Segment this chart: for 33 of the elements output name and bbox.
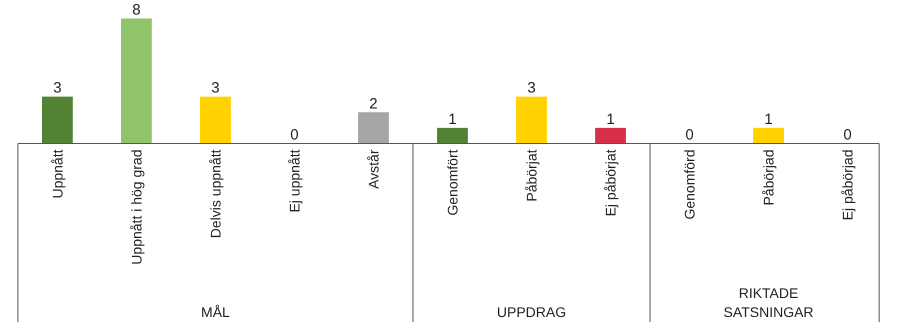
text: MÅL [201,304,230,320]
data-label: 8 [132,2,141,18]
x-tick-label: Ej uppnått [286,149,302,213]
x-tick-label: Påbörjat [523,149,540,202]
data-label: 3 [53,80,62,97]
x-tick-label: Genomfört [444,149,460,216]
x-tick-label: Avstår [365,149,382,189]
data-label: 1 [764,110,773,128]
data-label: 1 [448,110,457,128]
bar [358,112,389,144]
data-label: 1 [606,110,615,128]
bar [200,96,231,144]
x-tick-label: Delvis uppnått [207,149,224,238]
bar [516,96,547,144]
x-tick-label: Påbörjad [760,149,777,206]
x-tick-label: Ej påbörjat [602,149,619,216]
bar [437,128,468,144]
x-tick-label: Uppnått [49,149,66,199]
bar [595,128,626,144]
bar [753,128,784,144]
data-label: 0 [843,126,852,144]
text: RIKTADE SATSNINGAR [724,284,814,320]
data-label: 2 [369,95,378,112]
x-tick-label: Genomförd [682,149,698,220]
data-label: 3 [211,80,220,97]
x-tick-label: Uppnått i hög grad [128,149,144,265]
text: UPPDRAG [496,304,566,320]
bar [121,18,152,144]
x-tick-label: Ej påbörjad [840,150,856,220]
data-label: 3 [527,80,536,97]
data-label: 0 [685,126,694,144]
bar [42,96,73,144]
data-label: 0 [290,126,299,144]
